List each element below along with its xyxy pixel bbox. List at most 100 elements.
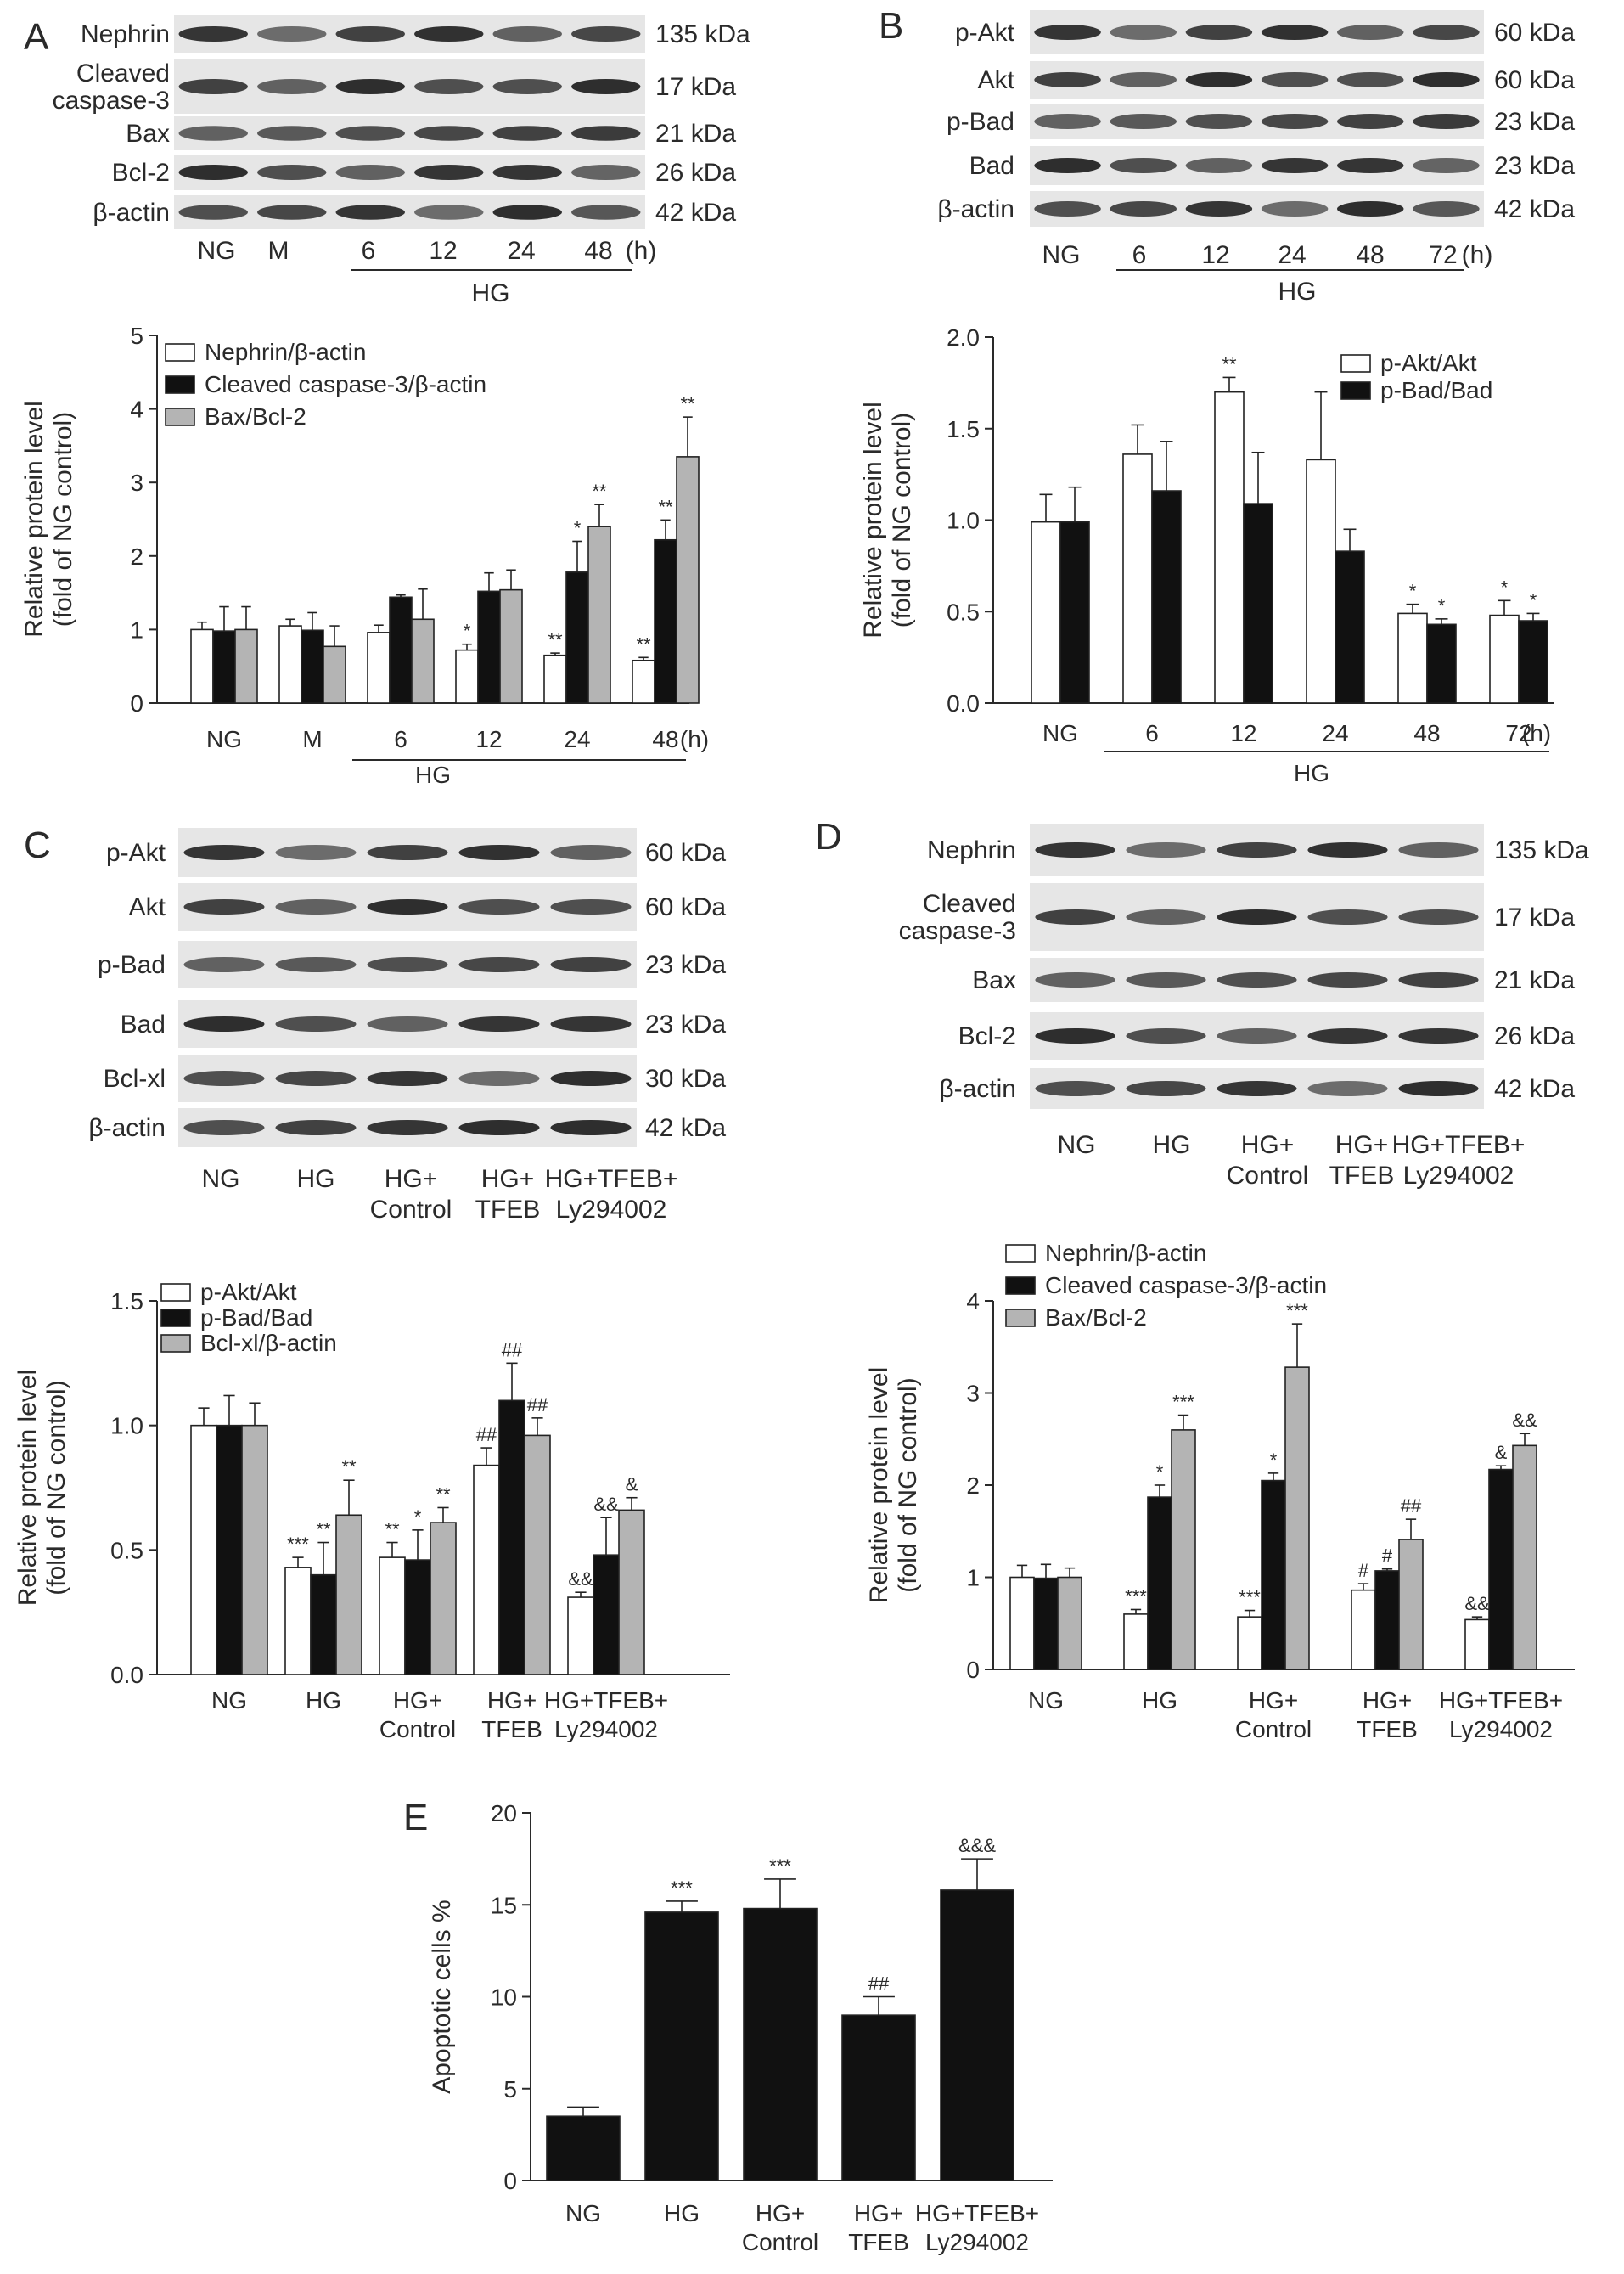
bar xyxy=(632,659,655,704)
blot-band xyxy=(1307,1028,1388,1044)
blot-band xyxy=(1337,25,1404,40)
lane-label: 24 xyxy=(507,237,535,265)
y-tick-label: 0.5 xyxy=(110,1537,143,1563)
blot-kda: 135 kDa xyxy=(655,20,750,48)
lane-label: 72 xyxy=(1429,241,1457,269)
blot-band xyxy=(1034,72,1101,87)
significance-marker: ** xyxy=(341,1456,357,1478)
blot-band xyxy=(571,165,641,180)
y-tick-label: 1.0 xyxy=(947,508,980,534)
lane-label: 48 xyxy=(1356,241,1384,269)
x-tick-label: TFEB xyxy=(848,2229,909,2255)
significance-marker: * xyxy=(1270,1449,1278,1471)
bar xyxy=(190,628,214,704)
blot-kda: 23 kDa xyxy=(1494,152,1575,180)
blot-band xyxy=(183,1016,265,1032)
x-tick-label: NG xyxy=(206,726,242,752)
bar xyxy=(430,1522,457,1675)
y-tick-label: 2 xyxy=(966,1472,980,1499)
blot-band xyxy=(1217,1081,1297,1096)
y-tick-label: 0.0 xyxy=(947,690,980,717)
bar xyxy=(1151,490,1182,704)
blot-label: p-Akt xyxy=(106,839,166,867)
x-tick-label: HG+ xyxy=(1249,1687,1298,1714)
blot-strip xyxy=(174,116,645,150)
significance-marker: *** xyxy=(769,1855,791,1877)
x-tick-label: HG xyxy=(306,1687,341,1714)
group-label: HG xyxy=(1278,278,1317,306)
blot-kda: 26 kDa xyxy=(655,159,736,187)
x-tick-label: NG xyxy=(565,2200,601,2226)
significance-marker: ## xyxy=(502,1339,523,1360)
blot-band xyxy=(1337,72,1404,87)
x-group-label: HG xyxy=(415,762,451,788)
blot-band xyxy=(183,845,265,860)
blot-band xyxy=(458,1071,540,1086)
lane-label: HG+ xyxy=(1241,1131,1295,1159)
blot-band xyxy=(275,1071,357,1086)
significance-marker: *** xyxy=(1239,1587,1261,1608)
blot-band xyxy=(414,79,484,94)
bar xyxy=(644,1911,719,2181)
y-tick-label: 10 xyxy=(491,1984,517,2011)
blot-band xyxy=(414,205,484,220)
y-tick-label: 0.0 xyxy=(110,1662,143,1688)
bar xyxy=(1335,550,1365,704)
significance-marker: ## xyxy=(527,1394,548,1416)
x-tick-label: HG+TFEB+ xyxy=(1439,1687,1563,1714)
significance-marker: ## xyxy=(476,1424,497,1445)
y-axis-label: Relative protein level xyxy=(865,1367,893,1603)
lane-label: HG xyxy=(297,1165,335,1193)
blot-kda: 30 kDa xyxy=(645,1065,726,1093)
bar xyxy=(565,571,589,704)
bar xyxy=(1237,1616,1262,1670)
significance-marker: & xyxy=(1495,1442,1508,1463)
bar xyxy=(1214,391,1245,704)
blot-band xyxy=(367,957,448,972)
blot-band xyxy=(1110,158,1177,173)
legend-label: Cleaved caspase-3/β-actin xyxy=(205,371,486,397)
bar xyxy=(335,1514,362,1675)
lane-label: HG+TFEB+ xyxy=(545,1165,678,1193)
legend-swatch xyxy=(1005,1309,1036,1327)
blot-band xyxy=(1337,114,1404,129)
blot-band xyxy=(1217,1028,1297,1044)
blot-kda: 17 kDa xyxy=(655,73,736,101)
blot-band xyxy=(1413,72,1480,87)
bar xyxy=(546,2115,621,2181)
lane-label: 12 xyxy=(429,237,457,265)
bar xyxy=(1351,1589,1376,1670)
significance-marker: ** xyxy=(592,481,607,502)
panel-letter-c: C xyxy=(24,825,51,866)
blot-band xyxy=(492,79,562,94)
bar xyxy=(1398,1539,1424,1670)
blot-label: β-actin xyxy=(93,199,170,227)
blot-band xyxy=(1034,201,1101,217)
legend-swatch xyxy=(165,408,195,426)
bar xyxy=(367,632,391,704)
blot-band xyxy=(1035,1081,1115,1096)
bar xyxy=(1426,623,1457,704)
blot-label: β-actin xyxy=(88,1114,166,1142)
x-tick-label: 12 xyxy=(475,726,502,752)
bar xyxy=(212,630,236,704)
bar xyxy=(216,1424,243,1675)
blot-band xyxy=(183,1071,265,1086)
bar xyxy=(543,654,567,704)
bar xyxy=(618,1509,645,1675)
x-tick-label: HG+ xyxy=(393,1687,442,1714)
y-axis-label: (fold of NG control) xyxy=(894,1377,922,1592)
blot-strip xyxy=(1030,104,1484,139)
significance-marker: * xyxy=(574,517,582,538)
blot-band xyxy=(275,899,357,915)
significance-marker: &&& xyxy=(958,1835,996,1856)
bar xyxy=(1033,1577,1059,1670)
significance-marker: *** xyxy=(1125,1585,1147,1607)
bar xyxy=(567,1596,594,1675)
bar xyxy=(1397,612,1428,704)
significance-marker: ** xyxy=(385,1519,400,1540)
y-tick-label: 0 xyxy=(503,2168,517,2194)
bar xyxy=(1489,614,1520,704)
x-unit-label: (h) xyxy=(1522,720,1551,746)
blot-band xyxy=(367,1120,448,1135)
